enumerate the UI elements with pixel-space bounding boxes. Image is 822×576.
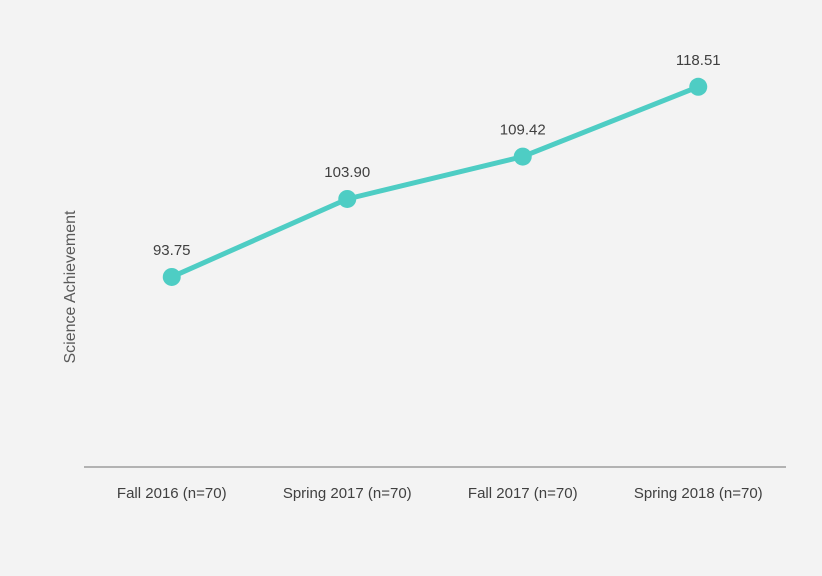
data-point <box>338 189 357 208</box>
x-tick-label: Spring 2017 (n=70) <box>283 485 412 502</box>
data-point <box>513 147 532 166</box>
tick-layer: Fall 2016 (n=70) Spring 2017 (n=70) Fall 2… <box>117 485 763 502</box>
data-label: 93.75 <box>153 242 191 259</box>
x-tick-label: Fall 2016 (n=70) <box>117 485 227 502</box>
y-axis-title: Science Achievement <box>62 210 79 364</box>
x-tick-label: Fall 2017 (n=70) <box>468 485 578 502</box>
data-point <box>689 77 708 96</box>
series-layer: 93.75 103.90 109.42 118.51 <box>153 52 721 286</box>
x-tick-label: Spring 2018 (n=70) <box>634 485 763 502</box>
series-line <box>170 84 700 280</box>
data-label: 109.42 <box>500 122 546 139</box>
data-point <box>162 267 181 286</box>
data-label: 118.51 <box>676 52 721 69</box>
data-label: 103.90 <box>324 164 370 181</box>
